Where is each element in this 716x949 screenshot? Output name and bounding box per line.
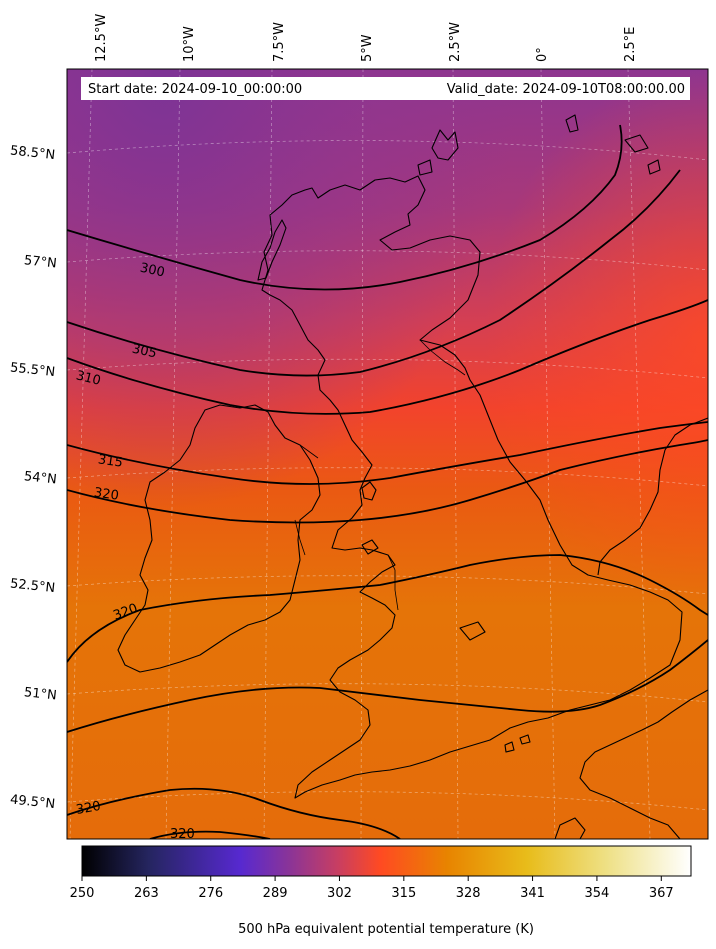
borders xyxy=(294,339,466,611)
longitude-labels: 12.5°W 10°W 7.5°W 5°W 2.5°W 0° 2.5°E xyxy=(94,14,638,62)
colorbar-tick-label: 341 xyxy=(520,886,545,901)
contour-320e xyxy=(149,830,271,839)
colorbar-label: 500 hPa equivalent potential temperature… xyxy=(238,922,534,937)
colorbar-ticks: 250 263 276 289 302 315 328 341 354 367 xyxy=(70,876,674,901)
colorbar: 250 263 276 289 302 315 328 341 354 367 500 hPa e… xyxy=(70,845,692,937)
contour-320d xyxy=(67,787,401,839)
colorbar-tick-label: 367 xyxy=(649,886,674,901)
colorbar-tick-label: 276 xyxy=(198,886,223,901)
lat-label-58-5n: 58.5°N xyxy=(9,143,55,163)
contour-300 xyxy=(67,124,623,291)
lon-label-0: 0° xyxy=(535,47,550,62)
colorbar-gradient xyxy=(81,845,692,877)
contour-label-315: 315 xyxy=(97,452,124,470)
lon-label-2-5e: 2.5°E xyxy=(623,27,638,62)
colorbar-tick-label: 289 xyxy=(263,886,288,901)
lat-label-57n: 57°N xyxy=(23,253,57,271)
contour-labels: 300 305 310 315 320 320 320 320 xyxy=(74,261,195,842)
lon-label-5w: 5°W xyxy=(360,34,375,62)
lon-label-2-5w: 2.5°W xyxy=(448,22,463,62)
coastlines xyxy=(117,114,708,839)
colorbar-tick-label: 328 xyxy=(456,886,481,901)
contour-320b xyxy=(67,554,708,663)
colorbar-tick-label: 263 xyxy=(134,886,159,901)
colorbar-tick-label: 354 xyxy=(585,886,610,901)
contour-label-305: 305 xyxy=(131,342,158,362)
colorbar-tick-label: 302 xyxy=(327,886,352,901)
contour-label-300: 300 xyxy=(139,261,166,281)
lon-label-7-5w: 7.5°W xyxy=(272,22,287,62)
contour-320c xyxy=(67,639,708,733)
colorbar-tick-label: 250 xyxy=(70,886,95,901)
lat-label-51n: 51°N xyxy=(23,685,57,703)
date-info-box xyxy=(81,77,690,100)
contour-label-320-c: 320 xyxy=(75,799,102,818)
lat-label-55-5n: 55.5°N xyxy=(9,360,55,380)
lat-label-49-5n: 49.5°N xyxy=(9,792,55,812)
lon-label-10w: 10°W xyxy=(182,26,197,62)
contour-320a xyxy=(67,439,708,524)
start-date-label: Start date: 2024-09-10_00:00:00 xyxy=(88,82,302,97)
contours xyxy=(67,124,708,839)
contour-label-310: 310 xyxy=(74,368,102,389)
contour-315 xyxy=(67,421,708,485)
latitude-labels: 58.5°N 57°N 55.5°N 54°N 52.5°N 51°N 49.5… xyxy=(9,143,57,812)
contour-310 xyxy=(67,299,708,415)
lat-label-52-5n: 52.5°N xyxy=(9,576,55,596)
contour-305 xyxy=(67,169,681,377)
valid-date-label: Valid_date: 2024-09-10T08:00:00.00 xyxy=(447,82,685,97)
lon-label-12-5w: 12.5°W xyxy=(94,14,109,62)
temperature-field: 300 305 310 315 320 320 320 320 xyxy=(67,69,708,842)
contour-label-320-d: 320 xyxy=(170,827,195,842)
lat-label-54n: 54°N xyxy=(23,469,57,487)
map-frame xyxy=(66,68,709,840)
contour-label-320-a: 320 xyxy=(93,485,120,503)
colorbar-tick-label: 315 xyxy=(391,886,416,901)
